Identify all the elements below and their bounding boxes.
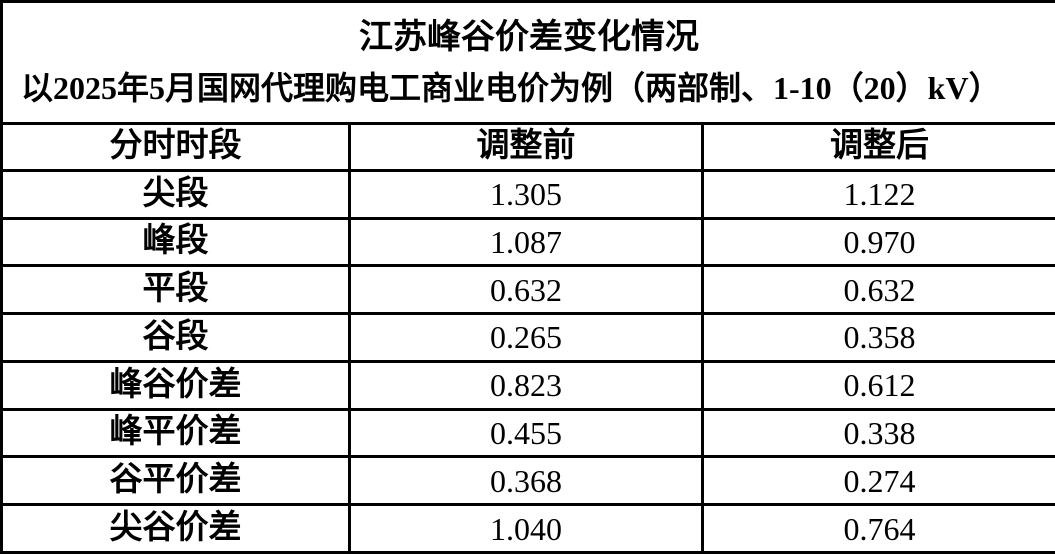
value-before: 0.632 (348, 264, 704, 316)
value-before: 1.087 (348, 216, 704, 268)
header-row: 分时时段 调整前 调整后 (0, 121, 1055, 172)
row-label: 峰段 (0, 216, 351, 268)
value-after: 0.338 (700, 407, 1055, 459)
title-cell: 江苏峰谷价差变化情况 以2025年5月国网代理购电工商业电价为例（两部制、1-1… (0, 0, 1055, 125)
row-label: 尖谷价差 (0, 503, 351, 554)
table-subtitle: 以2025年5月国网代理购电工商业电价为例（两部制、1-10（20）kV） (21, 69, 1001, 106)
row-label: 谷段 (0, 312, 351, 363)
value-before: 1.040 (348, 503, 704, 554)
table-row: 峰段 1.087 0.970 (0, 216, 1055, 268)
value-after: 0.612 (700, 359, 1055, 411)
value-before: 0.368 (348, 455, 704, 507)
title-row: 江苏峰谷价差变化情况 以2025年5月国网代理购电工商业电价为例（两部制、1-1… (0, 0, 1055, 125)
value-after: 0.632 (700, 264, 1055, 316)
value-before: 1.305 (348, 168, 704, 220)
value-after: 1.122 (700, 168, 1055, 220)
value-before: 0.823 (348, 359, 704, 411)
table-row: 尖段 1.305 1.122 (0, 168, 1055, 220)
row-label: 峰平价差 (0, 407, 351, 459)
table-row: 平段 0.632 0.632 (0, 264, 1055, 316)
value-before: 0.265 (348, 312, 704, 363)
column-header-after: 调整后 (700, 121, 1055, 172)
row-label: 谷平价差 (0, 455, 351, 507)
table-row: 尖谷价差 1.040 0.764 (0, 503, 1055, 554)
table-row: 谷平价差 0.368 0.274 (0, 455, 1055, 507)
row-label: 平段 (0, 264, 351, 316)
table-row: 峰谷价差 0.823 0.612 (0, 359, 1055, 411)
value-after: 0.970 (700, 216, 1055, 268)
value-after: 0.764 (700, 503, 1055, 554)
column-header-before: 调整前 (348, 121, 704, 172)
row-label: 峰谷价差 (0, 359, 351, 411)
row-label: 尖段 (0, 168, 351, 220)
value-after: 0.358 (700, 312, 1055, 363)
title-block: 江苏峰谷价差变化情况 以2025年5月国网代理购电工商业电价为例（两部制、1-1… (5, 4, 1054, 120)
column-header-period: 分时时段 (0, 121, 351, 172)
table-row: 峰平价差 0.455 0.338 (0, 407, 1055, 459)
table-title: 江苏峰谷价差变化情况 (359, 18, 699, 56)
value-before: 0.455 (348, 407, 704, 459)
value-after: 0.274 (700, 455, 1055, 507)
table-row: 谷段 0.265 0.358 (0, 312, 1055, 363)
